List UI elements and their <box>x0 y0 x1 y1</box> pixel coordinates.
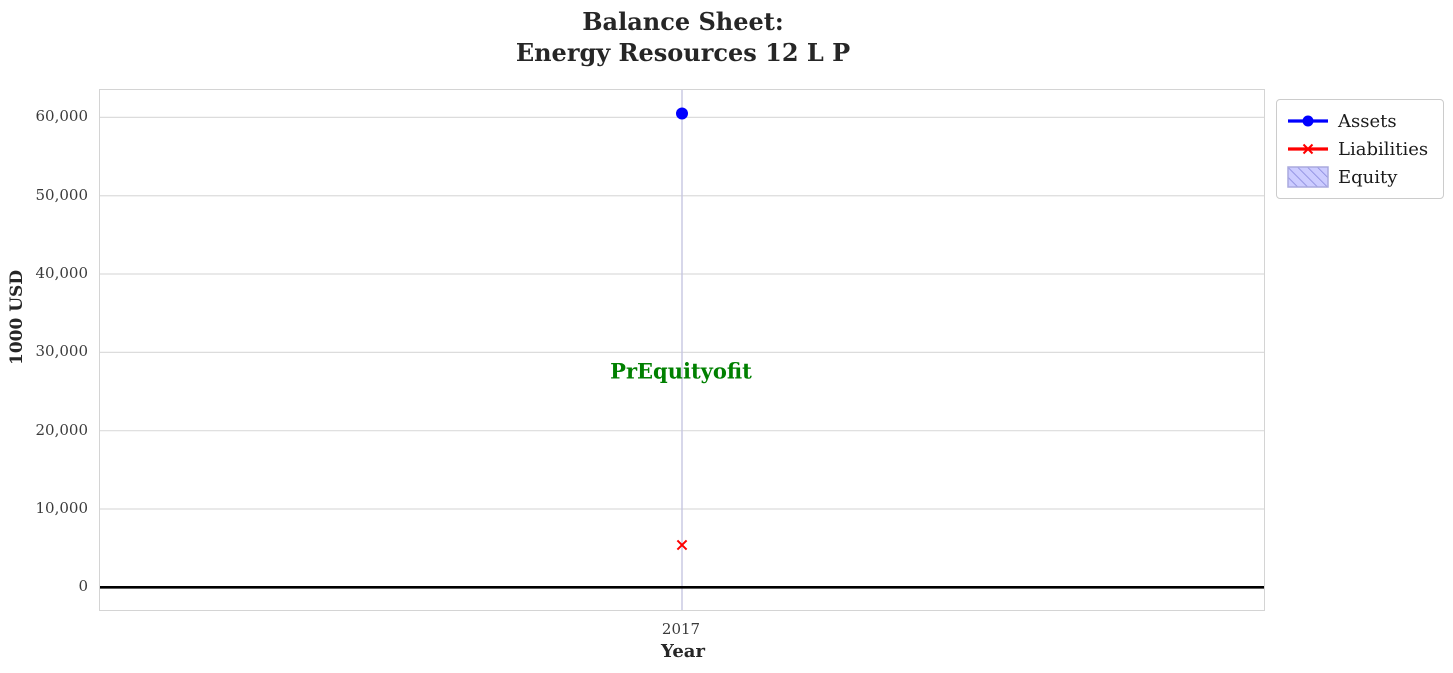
chart-title-line2: Energy Resources 12 L P <box>515 38 851 67</box>
plot-area <box>99 89 1265 611</box>
liabilities-data-point <box>676 539 688 551</box>
y-tick-label: 20,000 <box>35 420 89 439</box>
chart-annotation: PrEquityofit <box>610 358 752 384</box>
legend-marker-x-icon <box>1288 143 1328 155</box>
chart-title: Balance Sheet: Energy Resources 12 L P <box>0 6 1366 68</box>
legend-label: Equity <box>1338 166 1398 188</box>
legend-label: Liabilities <box>1338 138 1429 160</box>
legend-item-assets: Assets <box>1286 107 1434 135</box>
legend: Assets Liabilities Equity <box>1276 99 1444 199</box>
legend-item-equity: Equity <box>1286 163 1434 191</box>
y-tick-label: 10,000 <box>35 498 89 517</box>
legend-item-liabilities: Liabilities <box>1286 135 1434 163</box>
legend-marker-hatched-patch-icon <box>1287 166 1329 188</box>
x-tick-label: 2017 <box>661 620 701 638</box>
legend-label: Assets <box>1338 110 1397 132</box>
x-axis-label: Year <box>661 641 705 662</box>
assets-data-point <box>676 107 688 120</box>
y-tick-label: 50,000 <box>35 185 89 204</box>
plot-canvas <box>100 90 1264 610</box>
legend-marker-circle-icon <box>1288 115 1328 127</box>
y-tick-label: 60,000 <box>35 107 89 126</box>
y-tick-label: 0 <box>78 577 88 596</box>
chart-title-line1: Balance Sheet: <box>582 7 784 36</box>
y-tick-label: 40,000 <box>35 264 89 283</box>
y-tick-label: 30,000 <box>35 342 89 361</box>
